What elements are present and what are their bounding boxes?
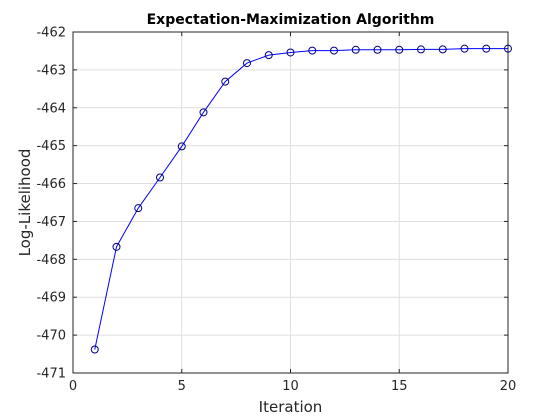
data-point xyxy=(112,242,121,251)
data-point xyxy=(482,44,491,53)
data-point xyxy=(351,45,360,54)
y-tick-label: -464 xyxy=(36,101,66,116)
y-tick-label: -466 xyxy=(36,177,66,192)
y-tick-label: -467 xyxy=(36,215,66,230)
x-tick-label: 5 xyxy=(178,379,186,394)
y-tick-label: -463 xyxy=(36,63,66,78)
y-tick-label: -468 xyxy=(36,253,66,268)
y-tick-label: -471 xyxy=(36,367,66,382)
data-point xyxy=(395,45,404,54)
data-point xyxy=(177,142,186,151)
y-tick-label: -465 xyxy=(36,139,66,154)
data-point xyxy=(417,45,425,54)
data-point xyxy=(156,173,164,182)
y-tick-label: -470 xyxy=(36,329,66,344)
x-tick-label: 15 xyxy=(391,379,408,394)
data-point xyxy=(199,108,208,117)
data-point xyxy=(243,59,251,68)
data-point xyxy=(460,44,469,53)
x-tick-label: 10 xyxy=(282,379,299,394)
data-point xyxy=(221,77,230,86)
data-point xyxy=(308,46,317,55)
data-point xyxy=(330,46,338,55)
series-layer xyxy=(90,44,512,354)
data-point xyxy=(134,204,143,213)
grid xyxy=(73,32,508,373)
data-point xyxy=(90,345,99,354)
y-axis-label: Log-Likelihood xyxy=(16,149,34,257)
chart-title: Expectation-Maximization Algorithm xyxy=(147,12,435,28)
x-axis-label: Iteration xyxy=(259,398,323,416)
data-point xyxy=(286,48,295,57)
x-tick-label: 0 xyxy=(69,379,77,394)
y-tick-label: -462 xyxy=(36,26,66,41)
data-point xyxy=(504,44,512,53)
plot-frame xyxy=(72,31,509,374)
data-point xyxy=(438,45,447,54)
x-tick-label: 20 xyxy=(500,379,517,394)
y-tick-label: -469 xyxy=(36,291,66,306)
data-point xyxy=(264,51,273,60)
data-point xyxy=(373,45,382,54)
